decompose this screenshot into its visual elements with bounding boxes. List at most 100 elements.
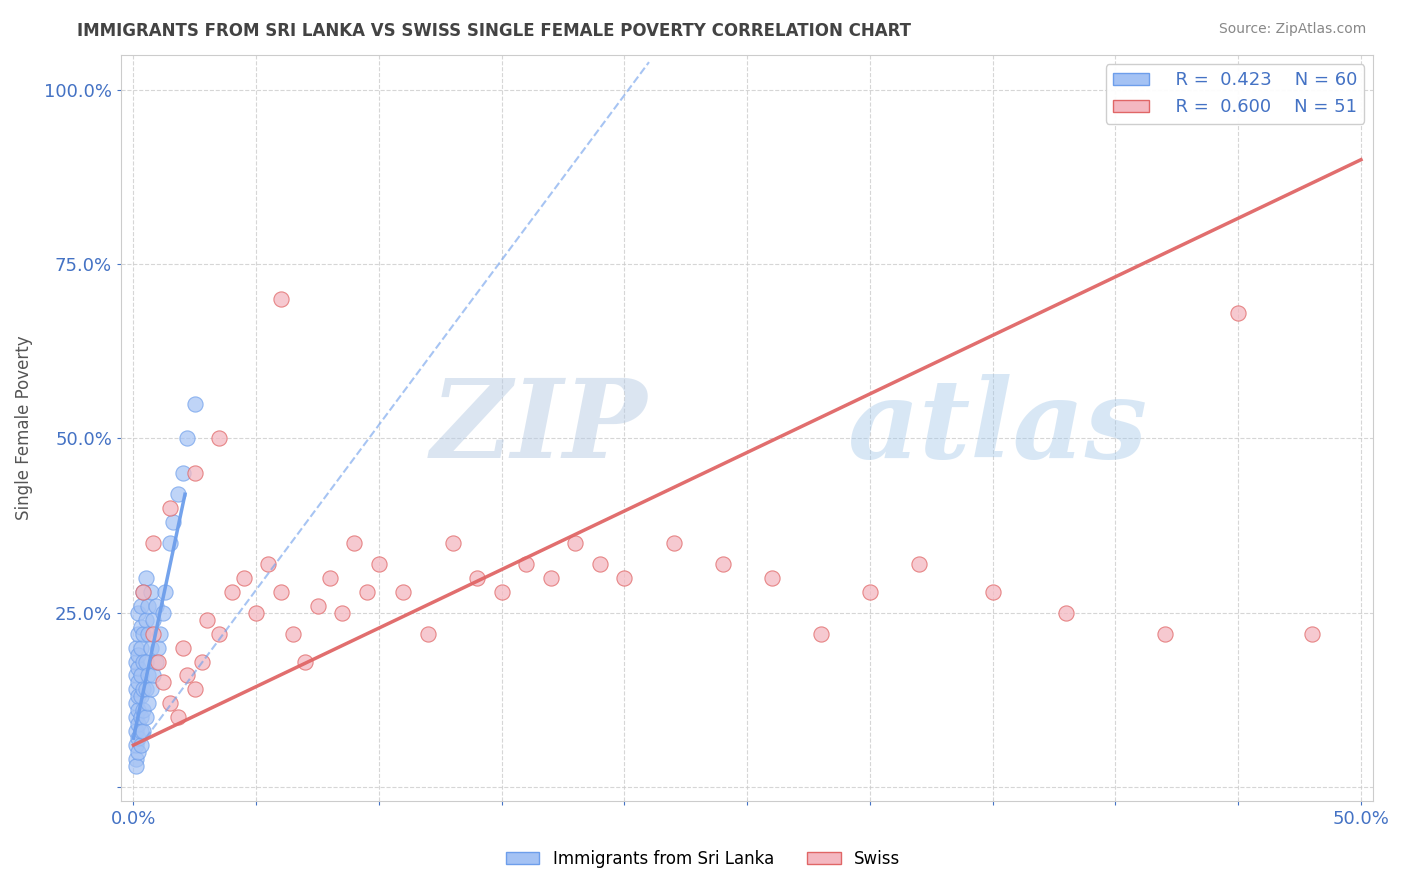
Point (125, 759, 148, 773)
Point (195, 613, 218, 627)
Point (142, 668, 165, 682)
Point (127, 703, 149, 717)
Point (129, 724, 152, 739)
Point (125, 724, 148, 739)
Point (166, 487, 188, 501)
Point (307, 599, 329, 613)
Point (441, 536, 464, 550)
Point (761, 571, 783, 585)
Point (319, 571, 342, 585)
Point (711, 557, 734, 571)
Point (515, 557, 537, 571)
Point (208, 626, 231, 640)
Point (294, 655, 316, 669)
Point (191, 655, 214, 669)
Point (613, 571, 636, 585)
Point (159, 696, 181, 710)
Point (343, 536, 366, 550)
Point (1153, 626, 1175, 640)
Point (162, 515, 184, 529)
Point (136, 626, 159, 640)
Point (135, 571, 157, 585)
Point (257, 557, 280, 571)
Point (981, 584, 1004, 599)
Point (184, 682, 207, 697)
Point (127, 690, 149, 704)
Point (132, 584, 155, 599)
Point (1227, 306, 1250, 320)
Point (1301, 626, 1323, 640)
Point (132, 584, 155, 599)
Point (184, 467, 207, 481)
Point (589, 557, 612, 571)
Point (135, 655, 157, 669)
Point (129, 640, 152, 655)
Point (125, 696, 148, 710)
Point (132, 703, 155, 717)
Point (127, 626, 149, 640)
Point (208, 432, 231, 446)
Text: atlas: atlas (848, 375, 1147, 482)
Point (491, 584, 513, 599)
Point (129, 620, 152, 634)
Text: Source: ZipAtlas.com: Source: ZipAtlas.com (1219, 22, 1367, 37)
Point (146, 640, 169, 655)
Point (146, 655, 169, 669)
Point (330, 606, 353, 620)
Point (465, 571, 488, 585)
Point (127, 675, 149, 690)
Point (129, 710, 152, 724)
Point (135, 710, 157, 724)
Point (540, 571, 562, 585)
Point (132, 626, 155, 640)
Point (564, 536, 586, 550)
Point (129, 738, 152, 752)
Point (245, 606, 267, 620)
Point (127, 661, 149, 675)
Point (125, 738, 148, 752)
Point (127, 717, 149, 731)
Point (145, 655, 167, 669)
Point (129, 599, 152, 613)
Point (184, 397, 207, 411)
Point (135, 682, 157, 697)
Point (155, 584, 177, 599)
Legend:   R =  0.423    N = 60,   R =  0.600    N = 51: R = 0.423 N = 60, R = 0.600 N = 51 (1107, 64, 1364, 124)
Point (136, 599, 159, 613)
Point (142, 536, 165, 550)
Point (176, 432, 198, 446)
Point (125, 640, 148, 655)
Point (145, 599, 167, 613)
Point (810, 626, 832, 640)
Point (127, 606, 149, 620)
Point (416, 626, 439, 640)
Point (135, 613, 157, 627)
Point (392, 584, 415, 599)
Point (125, 655, 148, 669)
Point (127, 731, 149, 746)
Point (152, 606, 174, 620)
Point (129, 690, 152, 704)
Point (139, 682, 162, 697)
Point (172, 467, 194, 481)
Point (139, 640, 162, 655)
Point (159, 501, 181, 516)
Point (129, 668, 152, 682)
Point (136, 668, 159, 682)
Point (662, 536, 685, 550)
Point (142, 626, 165, 640)
Y-axis label: Single Female Poverty: Single Female Poverty (15, 335, 32, 520)
Point (132, 724, 155, 739)
Point (132, 682, 155, 697)
Point (125, 752, 148, 766)
Point (159, 536, 181, 550)
Point (176, 668, 198, 682)
Point (139, 584, 162, 599)
Point (356, 584, 378, 599)
Point (221, 584, 243, 599)
Point (127, 745, 149, 759)
Point (368, 557, 391, 571)
Point (152, 675, 174, 690)
Point (125, 710, 148, 724)
Point (132, 655, 155, 669)
